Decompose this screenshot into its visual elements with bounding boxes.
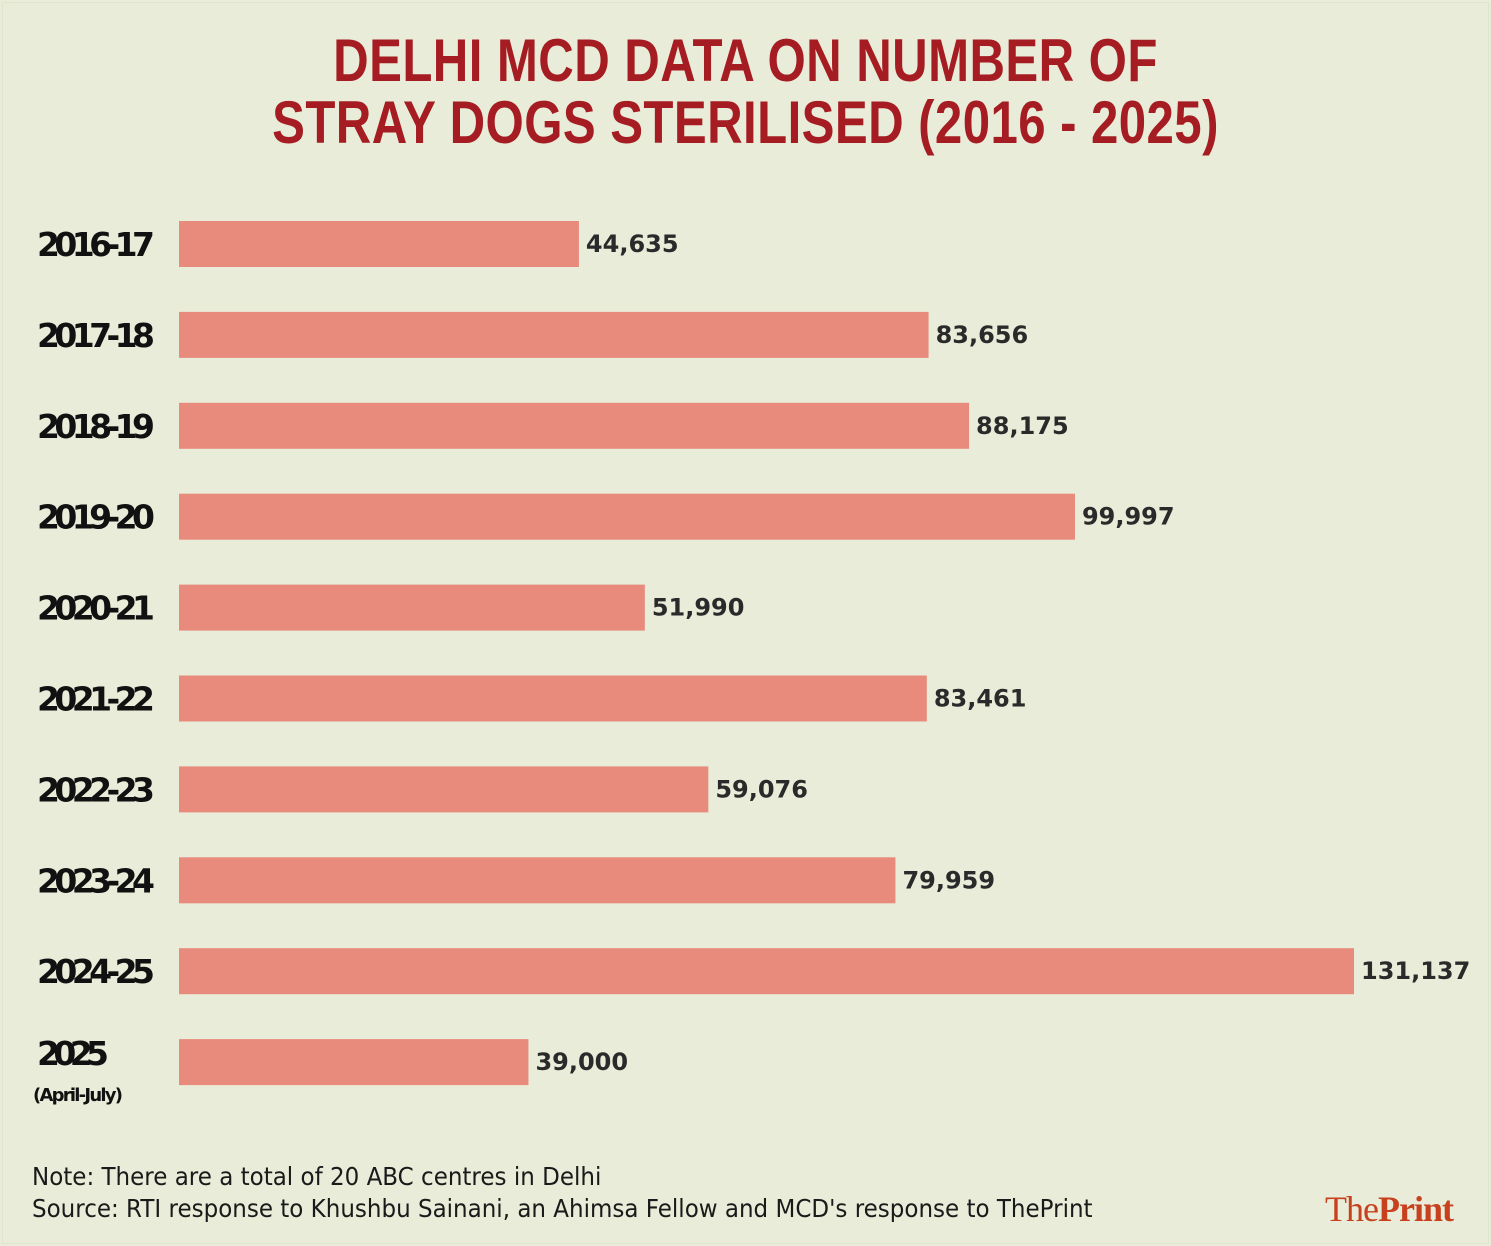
title-line-1: DELHI MCD DATA ON NUMBER OF bbox=[333, 27, 1158, 94]
title-line-2: STRAY DOGS STERILISED (2016 - 2025) bbox=[272, 89, 1219, 156]
data-label: 39,000 bbox=[535, 1048, 628, 1076]
theprint-logo: ThePrint bbox=[1325, 1188, 1454, 1230]
data-label: 51,990 bbox=[652, 594, 745, 622]
category-label: 2024-25 bbox=[37, 952, 155, 991]
data-label: 59,076 bbox=[715, 775, 808, 803]
data-label: 131,137 bbox=[1361, 957, 1470, 985]
note-text: Note: There are a total of 20 ABC centre… bbox=[32, 1162, 602, 1191]
bar-2022-23 bbox=[179, 766, 709, 813]
data-label: 44,635 bbox=[586, 230, 679, 258]
category-label: 2019-20 bbox=[37, 498, 155, 537]
data-label: 79,959 bbox=[902, 866, 995, 894]
bar-2025 bbox=[179, 1039, 529, 1086]
bar-2018-19 bbox=[179, 402, 970, 449]
bar-2023-24 bbox=[179, 857, 896, 904]
data-label: 88,175 bbox=[976, 412, 1069, 440]
category-label: 2021-22 bbox=[37, 680, 155, 719]
category-label: 2018-19 bbox=[37, 407, 155, 446]
data-label: 83,656 bbox=[936, 321, 1029, 349]
logo-the: The bbox=[1325, 1189, 1379, 1229]
category-label: 2025 bbox=[37, 1034, 109, 1073]
bar-2017-18 bbox=[179, 311, 929, 358]
category-sublabel: (April-July) bbox=[33, 1085, 123, 1106]
category-label: 2022-23 bbox=[37, 770, 155, 809]
category-label: 2020-21 bbox=[37, 589, 155, 628]
category-label: 2017-18 bbox=[37, 316, 155, 355]
bar-2024-25 bbox=[179, 948, 1354, 995]
bar-2020-21 bbox=[179, 584, 645, 631]
data-label: 83,461 bbox=[934, 685, 1027, 713]
bar-2021-22 bbox=[179, 675, 927, 722]
source-text: Source: RTI response to Khushbu Sainani,… bbox=[32, 1194, 1093, 1223]
logo-print: Print bbox=[1377, 1189, 1454, 1229]
category-label: 2016-17 bbox=[37, 225, 155, 264]
chart-title: DELHI MCD DATA ON NUMBER OF STRAY DOGS S… bbox=[134, 30, 1357, 154]
bar-2016-17 bbox=[179, 221, 579, 267]
data-label: 99,997 bbox=[1082, 503, 1175, 531]
category-label: 2023-24 bbox=[37, 861, 155, 900]
bar-2019-20 bbox=[179, 493, 1075, 540]
